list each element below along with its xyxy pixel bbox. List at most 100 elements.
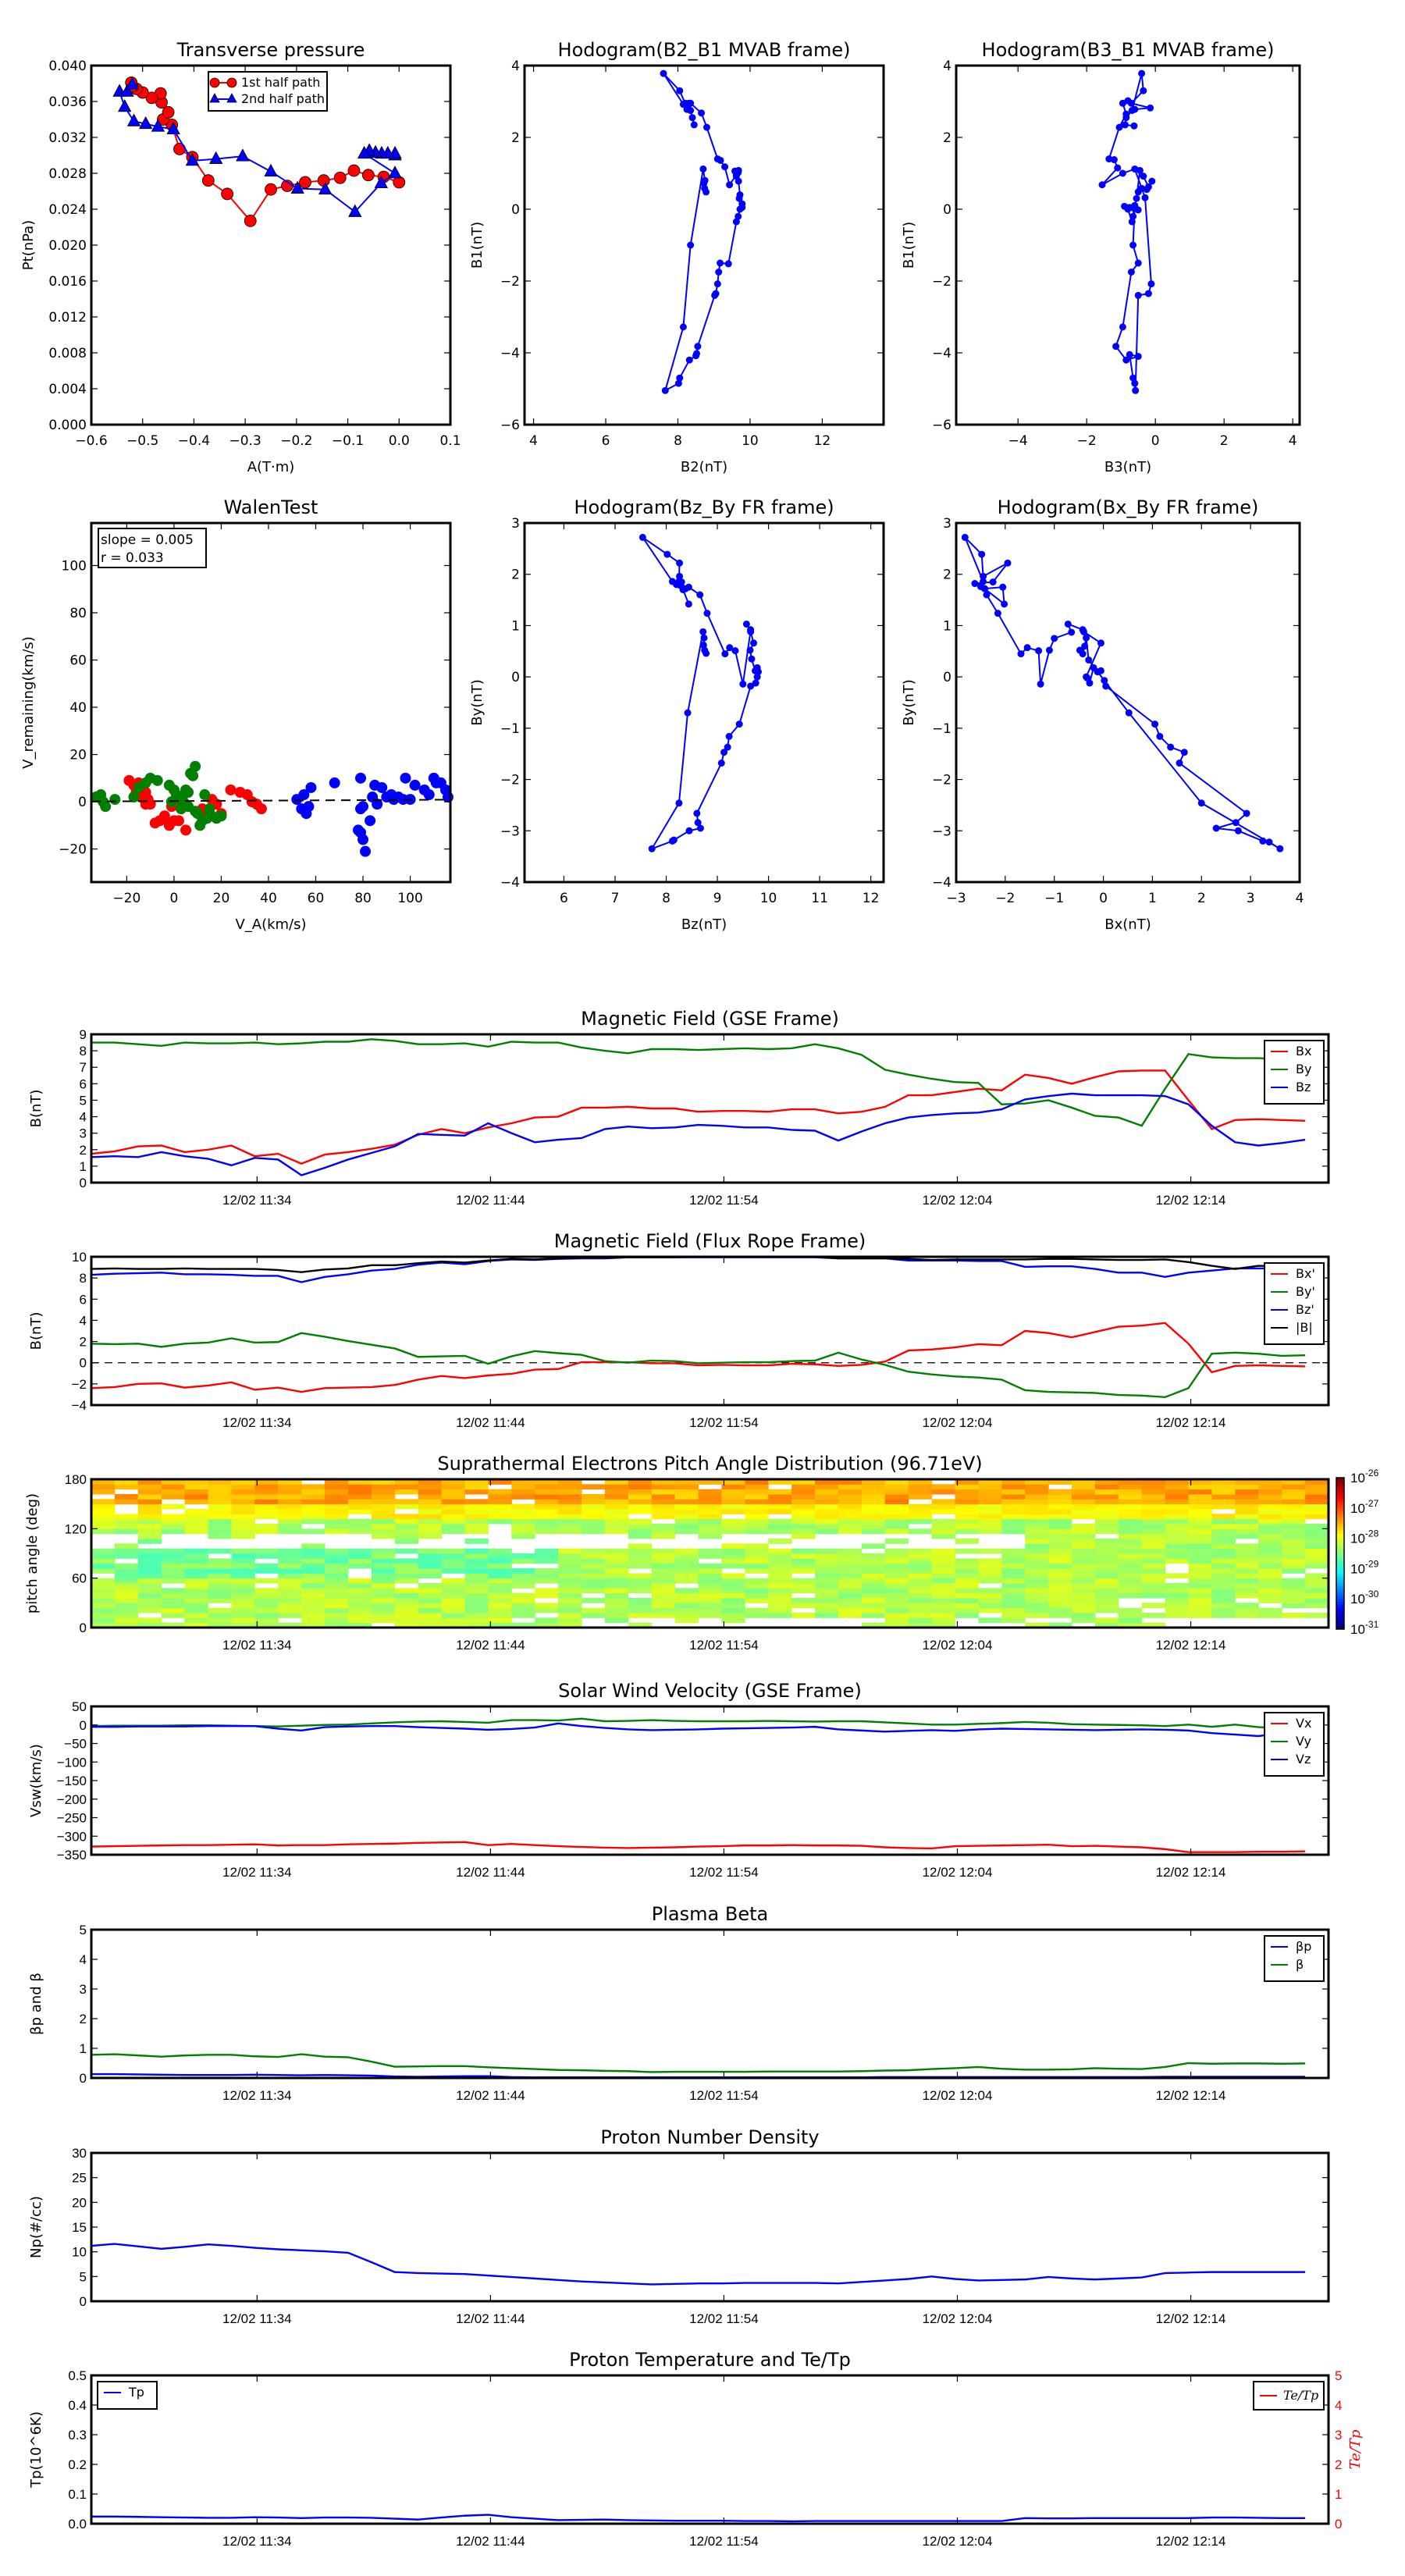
spectrogram-cell [137, 1598, 162, 1603]
spectrogram-cell [1282, 1558, 1306, 1564]
spectrogram-cell [464, 1578, 489, 1584]
spectrogram-cell [768, 1583, 792, 1589]
x-tick-label: 8 [674, 433, 682, 449]
spectrogram-cell [768, 1524, 792, 1529]
y-tick-label: −2 [932, 773, 951, 788]
spectrogram-cell [838, 1588, 863, 1594]
spectrogram-cell [254, 1592, 279, 1599]
spectrogram-cell [558, 1568, 582, 1574]
y-tick-label: −4 [500, 875, 520, 891]
spectrogram-cell [582, 1563, 606, 1569]
spectrogram-cell [861, 1499, 886, 1505]
data-point [1134, 259, 1142, 267]
data-point [724, 743, 731, 751]
spectrogram-cell [861, 1528, 886, 1535]
time-tick-label: 12/02 11:54 [689, 1865, 759, 1880]
spectrogram-cell [114, 1603, 139, 1609]
series-line-β [91, 2053, 1306, 2073]
spectrogram-cell [91, 1598, 116, 1603]
y-tick-label: 2 [80, 1335, 87, 1350]
spectrogram-cell [978, 1573, 1002, 1579]
y-tick-label: 5 [80, 1093, 87, 1108]
x-tick-label: 60 [308, 891, 325, 906]
spectrogram-cell [674, 1578, 699, 1584]
spectrogram-cell [137, 1558, 162, 1564]
spectrogram-cell [1211, 1607, 1236, 1614]
spectrogram-cell [488, 1583, 512, 1589]
spectrogram-cell [301, 1553, 325, 1559]
spectrogram-cell [1072, 1499, 1096, 1505]
spectrogram-cell [441, 1524, 465, 1529]
y-tick-label: 0.020 [48, 238, 87, 254]
spectrogram-cell [698, 1613, 722, 1618]
y-tick-label: 25 [72, 2171, 87, 2186]
spectrogram-cell [347, 1558, 372, 1564]
spectrogram-cell [91, 1622, 116, 1628]
spectrogram-cell [161, 1613, 186, 1618]
data-point [221, 187, 234, 201]
y-tick-label: −350 [57, 1848, 87, 1863]
x-tick-label: −0.5 [126, 433, 158, 449]
spectrogram-cell [278, 1607, 302, 1614]
spectrogram-cell [628, 1494, 653, 1500]
spectrogram-cell [1141, 1524, 1166, 1529]
spectrogram-cell [1141, 1558, 1166, 1564]
spectrogram-cell [582, 1514, 606, 1520]
spectrogram-cell [745, 1568, 769, 1574]
spectrogram-cell [441, 1514, 465, 1520]
series-line-By' [91, 1332, 1306, 1399]
spectrogram-cell [698, 1524, 722, 1529]
spectrogram-cell [535, 1603, 559, 1609]
spectrogram-cell [768, 1613, 792, 1618]
spectrogram-cell [1305, 1503, 1329, 1510]
data-point [717, 760, 725, 767]
spectrogram-cell [371, 1603, 396, 1609]
spectrogram-cell [1282, 1528, 1306, 1535]
legend-label: 2nd half path [241, 91, 325, 106]
spectrogram-cell [394, 1489, 419, 1495]
colorbar-segment [1336, 1485, 1344, 1489]
spectrogram-cell [184, 1573, 209, 1579]
spectrogram-cell [884, 1494, 909, 1500]
spectrogram-cell [1141, 1543, 1166, 1550]
data-point [1232, 819, 1240, 827]
spectrogram-cell [371, 1607, 396, 1614]
data-point [661, 386, 669, 394]
spectrogram-cell [628, 1509, 653, 1514]
spectrogram-cell [325, 1514, 349, 1520]
colorbar-segment [1336, 1593, 1344, 1597]
spectrogram-cell [628, 1613, 653, 1618]
data-point [731, 647, 739, 655]
spectrogram-cell [978, 1509, 1002, 1514]
data-point [1129, 212, 1137, 220]
spectrogram-cell [488, 1598, 512, 1603]
data-point-y [190, 806, 201, 817]
data-point-z [365, 815, 376, 827]
spectrogram-cell [1305, 1558, 1329, 1564]
spectrogram-cell [1235, 1553, 1259, 1559]
spectrogram-cell [1211, 1528, 1236, 1535]
spectrogram-cell [604, 1603, 629, 1609]
spectrogram-cell [278, 1528, 302, 1535]
data-point [752, 679, 759, 687]
spectrogram-cell [1235, 1578, 1259, 1584]
spectrogram-cell [161, 1518, 186, 1525]
data-point [648, 845, 656, 852]
spectrogram-cell [908, 1553, 933, 1559]
spectrogram-cell [1048, 1509, 1072, 1514]
spectrogram-cell [1048, 1573, 1072, 1579]
spectrogram-cell [1165, 1592, 1190, 1599]
spectrogram-cell [371, 1558, 396, 1564]
y-tick-label: −200 [57, 1792, 87, 1807]
spectrogram-cell [1048, 1553, 1072, 1559]
spectrogram-cell [931, 1524, 956, 1529]
spectrogram-cell [1165, 1553, 1190, 1559]
spectrogram-cell [1211, 1592, 1236, 1599]
spectrogram-cell [1211, 1558, 1236, 1564]
data-point [1045, 646, 1053, 654]
spectrogram-cell [114, 1583, 139, 1589]
data-point [1144, 183, 1152, 190]
spectrogram-cell [931, 1509, 956, 1514]
spectrogram-cell [1235, 1588, 1259, 1594]
spectrogram-cell [651, 1499, 676, 1505]
